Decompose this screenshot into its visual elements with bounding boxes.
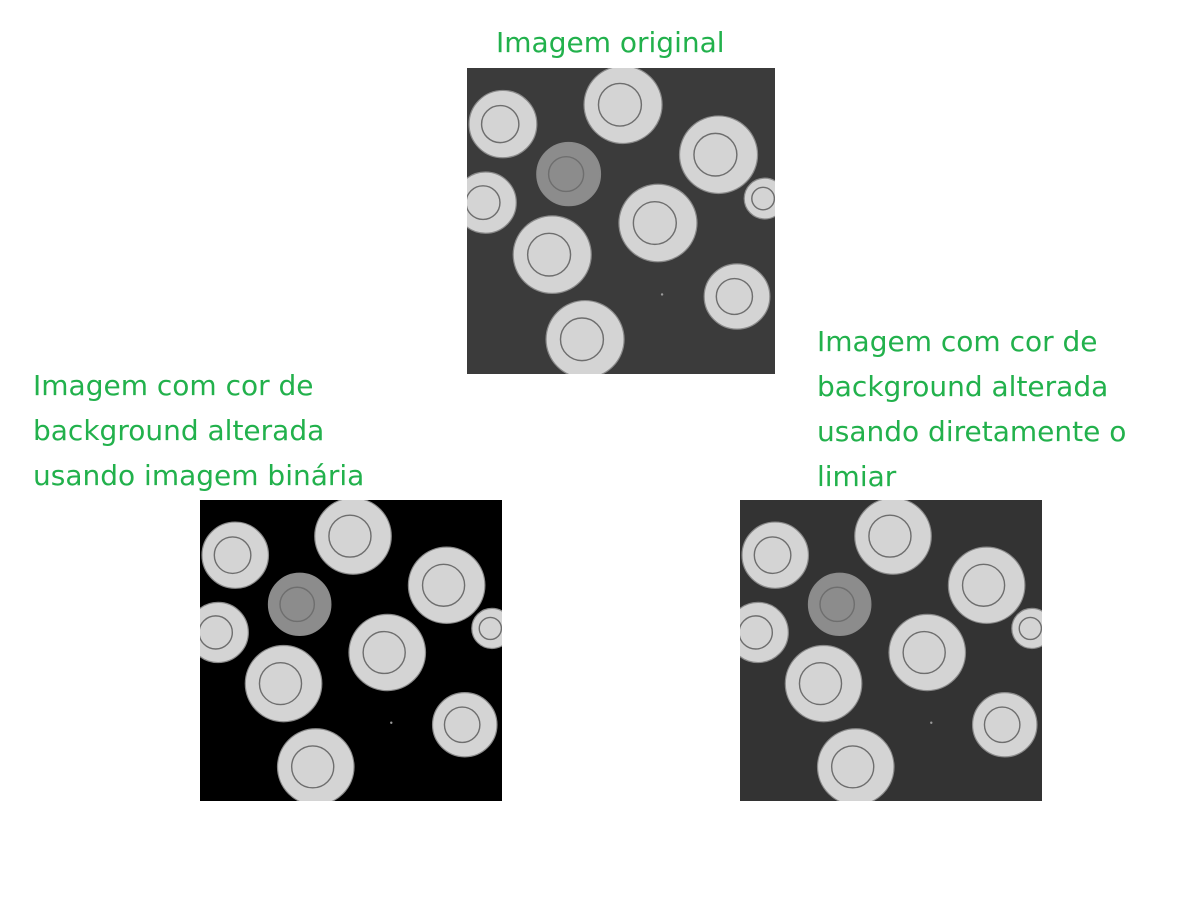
coin-10 [816, 728, 895, 801]
coin-5-relief [740, 615, 774, 650]
coin-6 [348, 613, 427, 692]
coin-1-relief [213, 536, 252, 575]
coin-7 [1011, 607, 1042, 650]
threshold-caption-line-2: background alterada [817, 370, 1109, 403]
binary-caption-line-2: background alterada [33, 414, 325, 447]
threshold-caption-line-3: usando diretamente o [817, 415, 1127, 448]
threshold-image-caption: Imagem com cor de background alterada us… [817, 319, 1126, 499]
coin-5 [200, 601, 249, 664]
coin-3-relief [421, 563, 466, 607]
threshold-caption-line-1: Imagem com cor de [817, 325, 1098, 358]
coin-7 [743, 177, 775, 220]
coin-8-relief [526, 232, 572, 277]
coin-6-relief [632, 201, 678, 246]
coin-4 [536, 141, 602, 207]
coin-2-relief [328, 514, 372, 558]
coins-threshold-background-image [740, 500, 1042, 801]
coin-1-relief [480, 104, 520, 144]
coin-10-relief [559, 317, 605, 362]
coin-1 [468, 89, 538, 159]
threshold-caption-line-4: limiar [817, 460, 897, 493]
coin-7-relief [478, 616, 502, 641]
coins-binary-background-image [200, 500, 502, 801]
coin-6 [888, 613, 967, 692]
coin-3-relief [693, 132, 738, 177]
coin-6-relief [362, 630, 406, 675]
binary-background-coins-image [200, 500, 502, 801]
coin-5 [467, 171, 517, 234]
coin-4-relief [547, 155, 585, 193]
coin-5-relief [467, 185, 501, 221]
coin-10 [276, 728, 355, 801]
binary-image-caption: Imagem com cor de background alterada us… [33, 363, 364, 498]
coin-5 [740, 601, 789, 664]
coin-9-relief [443, 706, 481, 744]
coin-2-relief [597, 82, 643, 127]
coin-9-relief [715, 277, 754, 316]
coin-3 [678, 115, 759, 195]
coin-4 [807, 572, 872, 637]
coin-2-relief [868, 514, 912, 558]
threshold-background-coins-image [740, 500, 1042, 801]
coin-4-relief [279, 586, 316, 623]
binary-caption-line-3: usando imagem binária [33, 459, 365, 492]
coin-9 [971, 692, 1038, 758]
coin-8-relief [798, 661, 843, 706]
coin-9 [703, 263, 771, 330]
coin-10-relief [290, 745, 335, 789]
coin-1-relief [753, 536, 792, 575]
coin-1 [201, 521, 270, 589]
coin-4-relief [819, 586, 856, 623]
coin-2 [314, 500, 392, 575]
original-coins-image [467, 68, 775, 374]
coin-8-relief [258, 661, 303, 706]
coin-9-relief [983, 706, 1021, 744]
coin-9 [431, 692, 498, 758]
noise-speck [930, 721, 933, 724]
coin-3 [947, 546, 1026, 625]
coin-1 [741, 521, 810, 589]
coin-6-relief [902, 630, 946, 675]
coin-3-relief [961, 563, 1006, 607]
coin-6 [618, 183, 698, 263]
noise-speck [660, 293, 664, 296]
coin-2 [854, 500, 932, 575]
coin-8 [512, 215, 592, 295]
coin-2 [583, 68, 663, 145]
coin-10-relief [830, 745, 875, 789]
coin-8 [784, 644, 863, 723]
coin-10 [545, 299, 625, 374]
coin-7 [471, 607, 502, 650]
noise-speck [390, 721, 393, 724]
coin-7-relief [1018, 616, 1042, 641]
coin-8 [244, 644, 323, 723]
original-image-caption: Imagem original [496, 26, 725, 59]
coin-3 [407, 546, 486, 625]
binary-caption-line-1: Imagem com cor de [33, 369, 314, 402]
coin-5-relief [200, 615, 234, 650]
coin-7-relief [751, 186, 775, 211]
coins-grayscale-image [467, 68, 775, 374]
coin-4 [267, 572, 332, 637]
